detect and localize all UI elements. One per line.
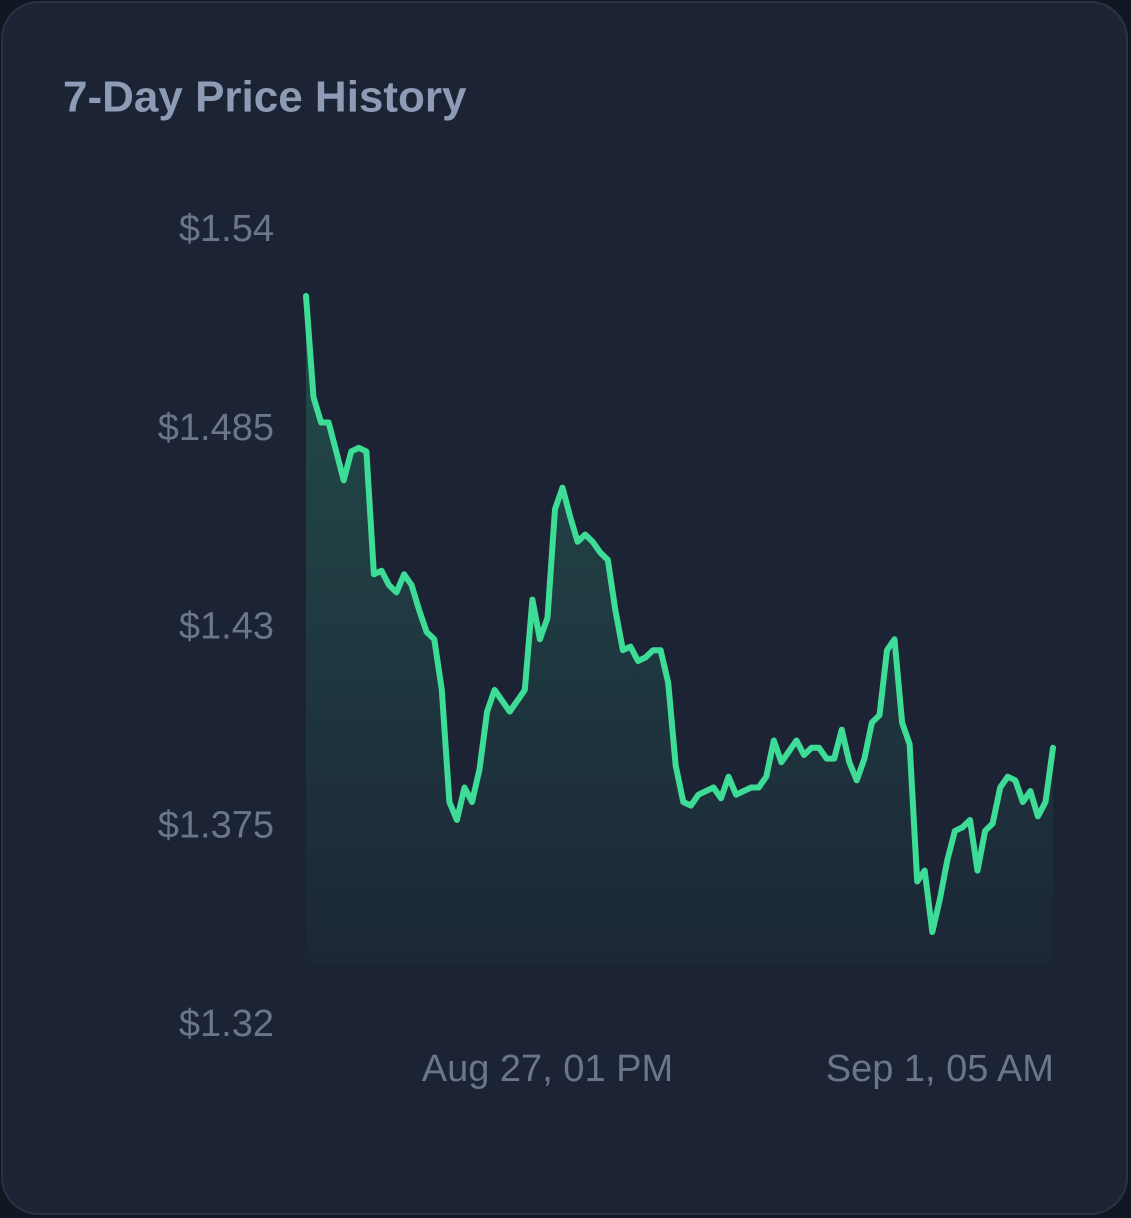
y-tick-label: $1.375 [158, 804, 274, 846]
price-line [303, 293, 1056, 935]
y-tick-label: $1.32 [179, 1003, 274, 1045]
x-tick-label: Aug 27, 01 PM [422, 1048, 673, 1090]
y-tick-label: $1.43 [179, 606, 274, 648]
y-tick-label: $1.485 [158, 407, 274, 449]
area [306, 296, 1053, 963]
y-tick-label: $1.54 [179, 208, 274, 250]
x-tick-label: Sep 1, 05 AM [826, 1048, 1054, 1090]
chart-title: 7-Day Price History [63, 73, 467, 122]
chart: 7-Day Price History $1.54 $1.485 $1.43 $1.3… [63, 73, 1056, 1090]
